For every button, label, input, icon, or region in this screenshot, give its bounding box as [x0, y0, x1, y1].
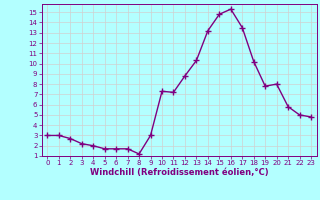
X-axis label: Windchill (Refroidissement éolien,°C): Windchill (Refroidissement éolien,°C): [90, 168, 268, 177]
